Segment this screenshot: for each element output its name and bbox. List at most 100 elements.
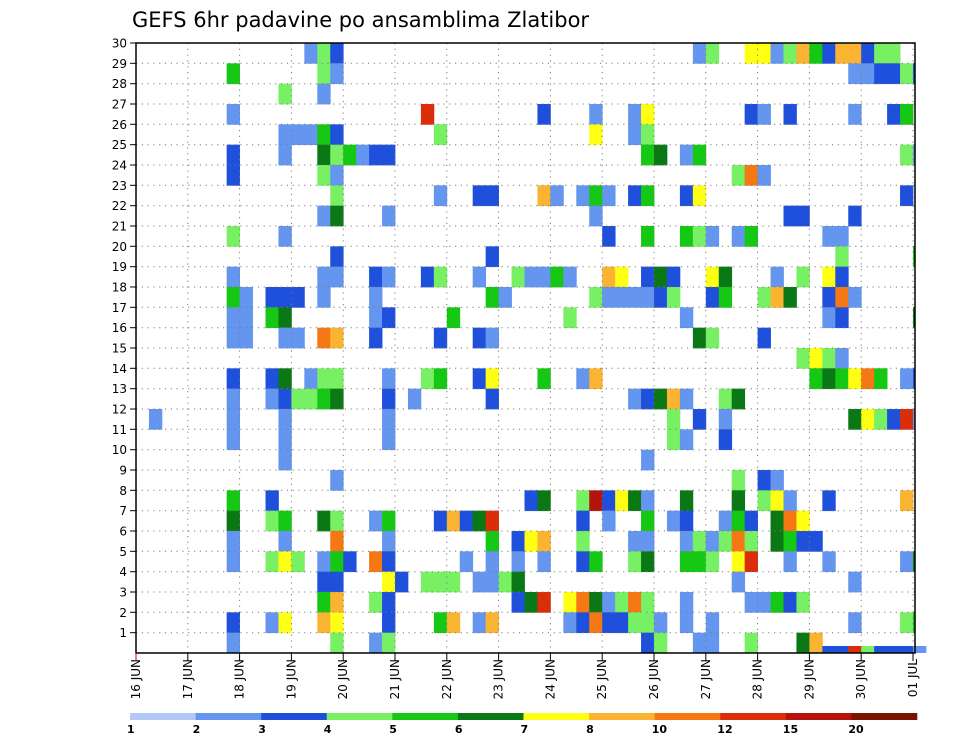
legend-swatch [392, 713, 459, 720]
heatmap-cell [330, 368, 344, 390]
heatmap-cell [226, 327, 240, 349]
heatmap-cell [705, 266, 720, 288]
heatmap-cell [472, 612, 487, 634]
heatmap-cell [848, 571, 862, 593]
heatmap-cell [420, 368, 435, 390]
heatmap-cell [485, 510, 499, 532]
heatmap-cell [913, 307, 915, 329]
heatmap-cell [226, 530, 240, 552]
legend-swatch [326, 713, 393, 720]
legend-swatch [523, 713, 590, 720]
legend-label: 8 [586, 723, 594, 736]
y-tick-label: 28 [112, 77, 127, 91]
heatmap-cell [718, 266, 733, 288]
heatmap-cell [848, 612, 862, 634]
heatmap-cell [783, 490, 797, 512]
heatmap-cell [705, 530, 720, 552]
heatmap-cell [317, 287, 331, 308]
heatmap-cell [226, 408, 240, 430]
heatmap-cell [848, 368, 862, 390]
heatmap-cell [602, 612, 616, 634]
heatmap-cell [239, 327, 253, 349]
heatmap-cell [900, 408, 914, 430]
heatmap-cell [692, 632, 707, 654]
heatmap-cell [822, 43, 836, 64]
y-tick-label: 1 [119, 626, 127, 640]
heatmap-cell [563, 591, 577, 613]
heatmap-cell [679, 185, 694, 207]
heatmap-cell [537, 591, 551, 613]
heatmap-cell [822, 551, 836, 573]
heatmap-cell [524, 490, 538, 512]
heatmap-cell [705, 612, 720, 634]
heatmap-cell [757, 165, 771, 186]
heatmap-cell [900, 612, 914, 634]
heatmap-cell [524, 591, 538, 613]
heatmap-cell [783, 551, 797, 573]
heatmap-cell [433, 612, 448, 634]
legend-swatch [654, 713, 721, 720]
heatmap-cell [317, 551, 331, 573]
heatmap-cell [589, 104, 603, 125]
heatmap-cell [239, 287, 253, 308]
heatmap-cell [226, 429, 240, 451]
heatmap-cell [692, 551, 707, 573]
heatmap-cell [731, 490, 746, 512]
heatmap-cell [874, 43, 888, 64]
heatmap-cell [654, 144, 668, 166]
heatmap-cell [848, 63, 862, 85]
heatmap-cell [304, 368, 318, 390]
heatmap-cell [382, 551, 396, 573]
heatmap-cell [537, 368, 551, 390]
y-tick-label: 10 [112, 443, 127, 457]
heatmap-cell [628, 388, 642, 410]
heatmap-cell [718, 510, 733, 532]
heatmap-cell [705, 43, 720, 64]
heatmap-cell [291, 551, 305, 573]
heatmap-cell [330, 388, 344, 410]
legend-label: 4 [324, 723, 332, 736]
heatmap-cell [511, 266, 525, 288]
heatmap-cell [226, 368, 240, 390]
heatmap-cell [278, 612, 292, 634]
x-tick-label: 18 JUN [233, 659, 247, 699]
heatmap-cell [602, 226, 616, 247]
heatmap-cell [317, 124, 331, 146]
heatmap-cell [796, 43, 810, 64]
heatmap-cell [822, 226, 836, 247]
heatmap-cell [330, 43, 344, 64]
legend-swatch [195, 713, 262, 720]
heatmap-cell [718, 408, 733, 430]
legend-label: 10 [652, 723, 668, 736]
heatmap-cell [641, 490, 655, 512]
heatmap-cell [692, 185, 707, 207]
heatmap-cell [861, 368, 875, 390]
heatmap-cell [757, 104, 771, 125]
legend-label: 12 [717, 723, 732, 736]
heatmap-cell [900, 63, 914, 85]
heatmap-cell [641, 632, 655, 654]
heatmap-cell [731, 530, 746, 552]
heatmap-cell [485, 530, 499, 552]
heatmap-cell [382, 612, 396, 634]
heatmap-cell [861, 646, 875, 653]
heatmap-cell [278, 83, 292, 105]
heatmap-cell [589, 205, 603, 227]
y-tick-label: 7 [119, 504, 127, 518]
y-tick-label: 30 [112, 37, 127, 51]
heatmap-cell [330, 571, 344, 593]
y-tick-label: 8 [119, 484, 127, 498]
x-tick-label: 01 JUL [906, 659, 920, 697]
heatmap-cell [641, 104, 655, 125]
heatmap-cell [641, 388, 655, 410]
x-tick-label: 21 JUN [388, 659, 402, 699]
heatmap-cell [524, 266, 538, 288]
y-tick-label: 23 [112, 179, 127, 193]
heatmap-cell [278, 124, 292, 146]
x-tick-label: 17 JUN [181, 659, 195, 699]
heatmap-cell [382, 591, 396, 613]
heatmap-cell [628, 591, 642, 613]
x-tick-label: 22 JUN [440, 659, 454, 699]
heatmap-cell [874, 646, 888, 653]
grid [136, 42, 915, 653]
